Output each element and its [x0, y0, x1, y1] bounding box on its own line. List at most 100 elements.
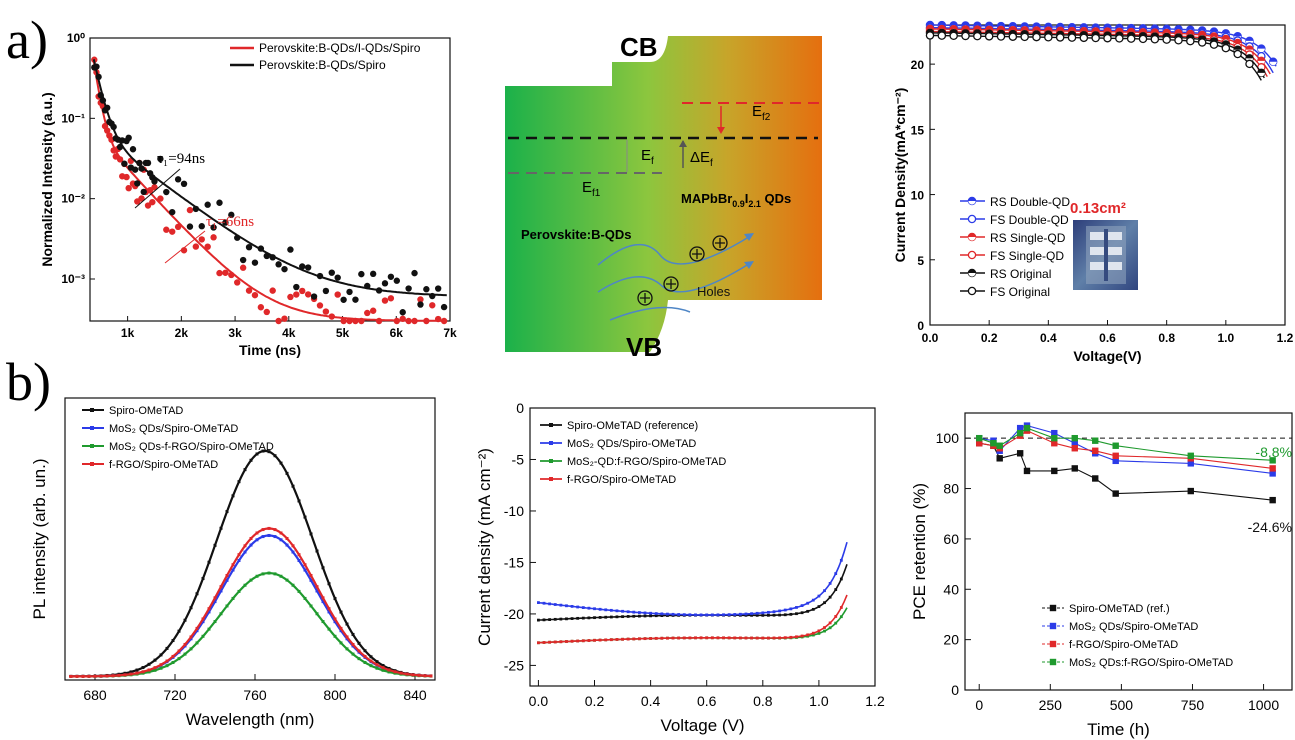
decay-point — [180, 180, 188, 188]
jv2-point — [570, 639, 574, 643]
pce-xtick-label: 0 — [975, 697, 983, 713]
hole-symbols — [637, 235, 728, 306]
charts-layer: 1k 2k 3k 4k 5k 6k 7k 10⁰ 10⁻¹ 10⁻² 10⁻³ Time (ns) No… — [30, 20, 1294, 739]
pl-point — [105, 674, 109, 678]
decay-point — [129, 146, 137, 153]
pce-ytick-label: 60 — [943, 531, 959, 547]
pce-legend-marker — [1049, 604, 1057, 612]
pl-point — [141, 666, 145, 670]
jv2-point — [823, 601, 826, 605]
jv2-point — [626, 615, 630, 618]
pl-point — [339, 626, 343, 630]
pl-point — [123, 673, 127, 677]
hole-flow-curve-2 — [597, 261, 753, 293]
jv1-point — [1233, 49, 1242, 59]
perovskite-label: Perovskite:B-QDs — [521, 227, 632, 242]
jv1-legend-label: RS Original — [990, 267, 1051, 281]
pl-point — [375, 663, 379, 667]
decay-point — [144, 202, 152, 209]
jv2-point — [609, 608, 613, 612]
pl-point — [279, 574, 283, 578]
decay-xtick-label: 7k — [443, 326, 457, 340]
pce-point — [996, 455, 1003, 462]
jv2-point — [839, 615, 843, 619]
decay-point — [151, 184, 158, 191]
jv2-point — [750, 613, 753, 617]
pl-point — [375, 666, 379, 670]
pl-point — [285, 543, 289, 547]
pl-point — [225, 578, 229, 582]
jv2-point — [710, 636, 714, 640]
jv2-point — [789, 607, 793, 611]
pl-point — [219, 589, 223, 593]
pl-point — [195, 592, 199, 596]
pl-point — [213, 600, 217, 604]
jv2-point — [682, 636, 686, 640]
decay-point — [216, 269, 223, 277]
hole-flow-curve-1 — [597, 234, 753, 266]
jv2-point — [626, 610, 630, 614]
decay-point — [251, 291, 259, 299]
decay-point — [269, 287, 276, 294]
pl-point — [261, 449, 265, 453]
pl-point — [303, 568, 307, 572]
pl-point — [207, 610, 211, 614]
jv1-point-half — [1269, 61, 1277, 66]
pce-xlabel: Time (h) — [1087, 720, 1150, 739]
pl-point — [309, 574, 313, 578]
decay-point — [393, 277, 401, 284]
jv2-point — [828, 582, 832, 585]
jv2-point — [806, 609, 810, 613]
pl-point — [303, 596, 307, 600]
pl-point — [387, 668, 391, 672]
pce-point — [1112, 442, 1119, 449]
jv2-point — [800, 611, 804, 615]
jv1-legend-label: RS Double-QD — [990, 195, 1070, 209]
pl-point — [327, 607, 331, 611]
pl-point — [195, 626, 199, 630]
jv2-point — [666, 636, 669, 640]
jv1-point — [1008, 32, 1018, 41]
jv1-point — [1162, 35, 1171, 44]
decay-point — [275, 261, 282, 268]
pce-legend-marker — [1049, 640, 1057, 648]
jv2-point — [834, 588, 838, 591]
pl-point — [207, 627, 211, 631]
jv1-point — [1055, 33, 1065, 42]
decay-xtick-label: 4k — [282, 326, 296, 340]
pl-legend-marker — [90, 426, 94, 430]
pce-point — [1071, 445, 1078, 452]
pl-point — [279, 531, 283, 535]
jv1-point — [973, 31, 982, 41]
jv2-point — [778, 613, 782, 617]
jv2-point — [649, 614, 653, 618]
jv2-curve — [538, 541, 848, 616]
pce-point — [1016, 429, 1024, 437]
jv2-point — [705, 613, 709, 617]
jv1-point — [1174, 36, 1183, 45]
jv2-point — [609, 638, 613, 642]
pce-point — [1187, 460, 1194, 467]
pl-point — [387, 670, 391, 674]
jv1-xtick-label: 0.6 — [1099, 331, 1116, 345]
decay-point — [423, 286, 430, 293]
jv2-point — [576, 605, 580, 609]
pl-point — [273, 528, 277, 532]
decay-point — [192, 243, 200, 250]
pl-point — [321, 620, 325, 624]
pl-point — [297, 553, 301, 557]
jv1-ytick-label: 0 — [917, 319, 924, 333]
pl-point — [195, 629, 199, 633]
jv1-legend-marker — [967, 250, 977, 260]
jv2-point — [688, 636, 692, 640]
jv2-point — [637, 614, 641, 618]
pce-point — [1092, 447, 1099, 454]
jv2-point — [565, 640, 568, 643]
decay-point — [245, 243, 253, 251]
decay-point — [299, 263, 306, 270]
jv2-xtick-label: 1.0 — [809, 693, 829, 709]
jv2-legend-label: Spiro-OMeTAD (reference) — [567, 420, 698, 432]
pl-point — [255, 574, 259, 578]
jv2-xtick-label: 0.4 — [641, 693, 661, 709]
pl-point — [351, 652, 355, 656]
